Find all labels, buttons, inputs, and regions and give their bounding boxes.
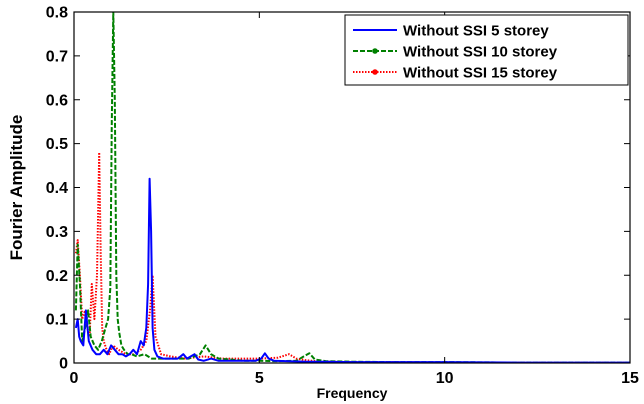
legend-entry-without-ssi-5-storey: Without SSI 5 storey <box>353 23 549 40</box>
series-line-without-ssi-15-storey <box>74 151 630 363</box>
x-tick-label: 5 <box>255 370 264 387</box>
axis-ticks: 0 5 10 15 0 0.1 0.2 0.3 0.4 0.5 0.6 0.7 0.8 <box>46 5 639 388</box>
legend-entry-without-ssi-15-storey: Without SSI 15 storey <box>353 65 558 82</box>
y-tick-label: 0 <box>59 356 68 373</box>
y-tick-label: 0.7 <box>46 48 68 65</box>
series-line-without-ssi-10-storey <box>74 12 630 363</box>
y-tick-label: 0.6 <box>46 92 68 109</box>
series-layer <box>74 12 630 363</box>
y-tick-label: 0.8 <box>46 5 68 22</box>
legend-label: Without SSI 10 storey <box>403 44 558 61</box>
x-tick-label: 15 <box>621 370 639 387</box>
y-tick-label: 0.2 <box>46 268 68 285</box>
y-tick-label: 0.4 <box>46 180 68 197</box>
x-tick-label: 0 <box>70 370 79 387</box>
x-tick-label: 10 <box>436 370 454 387</box>
legend: Without SSI 5 storey Without SSI 10 store… <box>344 14 629 86</box>
legend-label: Without SSI 15 storey <box>403 65 558 82</box>
series-line-without-ssi-5-storey <box>74 177 630 363</box>
y-axis-label: Fourier Amplitude <box>7 115 26 261</box>
y-tick-label: 0.1 <box>46 312 68 329</box>
legend-label: Without SSI 5 storey <box>403 23 549 40</box>
y-tick-label: 0.5 <box>46 136 68 153</box>
legend-entry-without-ssi-10-storey: Without SSI 10 storey <box>353 44 558 61</box>
legend-marker <box>372 69 378 75</box>
x-axis-label: Frequency <box>317 385 388 401</box>
legend-marker <box>372 48 378 54</box>
y-tick-label: 0.3 <box>46 224 68 241</box>
